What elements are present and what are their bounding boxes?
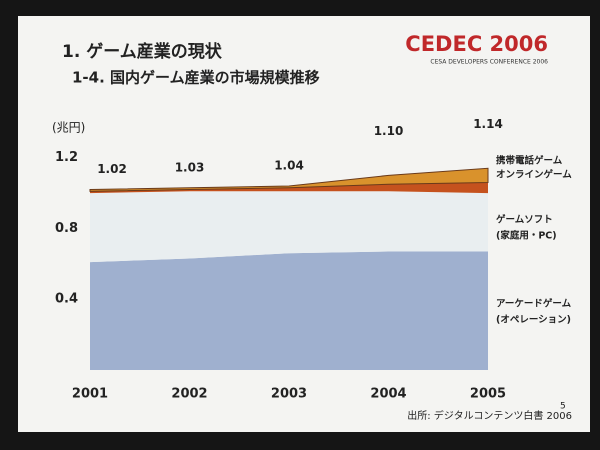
y-tick-label: 0.4: [55, 292, 78, 307]
x-tick-label: 2002: [171, 387, 207, 402]
area: [90, 251, 488, 370]
y-tick-label: 0.8: [55, 221, 78, 236]
slide-title: 1. ゲーム産業の現状: [62, 41, 223, 62]
source-note: 出所: デジタルコンテンツ白書 2006: [407, 409, 572, 422]
logo-title: CEDEC 2006: [405, 32, 548, 56]
legend-label: アーケードゲーム: [496, 298, 572, 310]
total-label: 1.04: [274, 159, 304, 173]
logo-subtitle: CESA DEVELOPERS CONFERENCE 2006: [430, 59, 548, 66]
legend-sublabel: (オペレーション): [496, 315, 571, 326]
y-axis-label: (兆円): [52, 121, 85, 135]
legend-label: オンラインゲーム: [496, 169, 572, 181]
total-label: 1.14: [473, 117, 503, 131]
total-label: 1.10: [374, 124, 404, 138]
x-tick-label: 2004: [370, 387, 406, 402]
legend-label: ゲームソフト: [496, 214, 553, 226]
x-tick-label: 2001: [72, 387, 108, 402]
slide-subtitle: 1-4. 国内ゲーム産業の市場規模推移: [72, 69, 320, 87]
x-tick-label: 2003: [271, 387, 307, 402]
area: [89, 167, 489, 192]
legend-sublabel: (家庭用・PC): [496, 230, 557, 242]
area: [90, 191, 488, 263]
total-label: 1.02: [97, 162, 127, 176]
total-label: 1.03: [175, 160, 205, 174]
page-number: 5: [560, 402, 566, 412]
x-tick-label: 2005: [470, 387, 506, 402]
legend-label: 携帯電話ゲーム: [496, 155, 563, 167]
y-tick-label: 1.2: [55, 150, 78, 165]
